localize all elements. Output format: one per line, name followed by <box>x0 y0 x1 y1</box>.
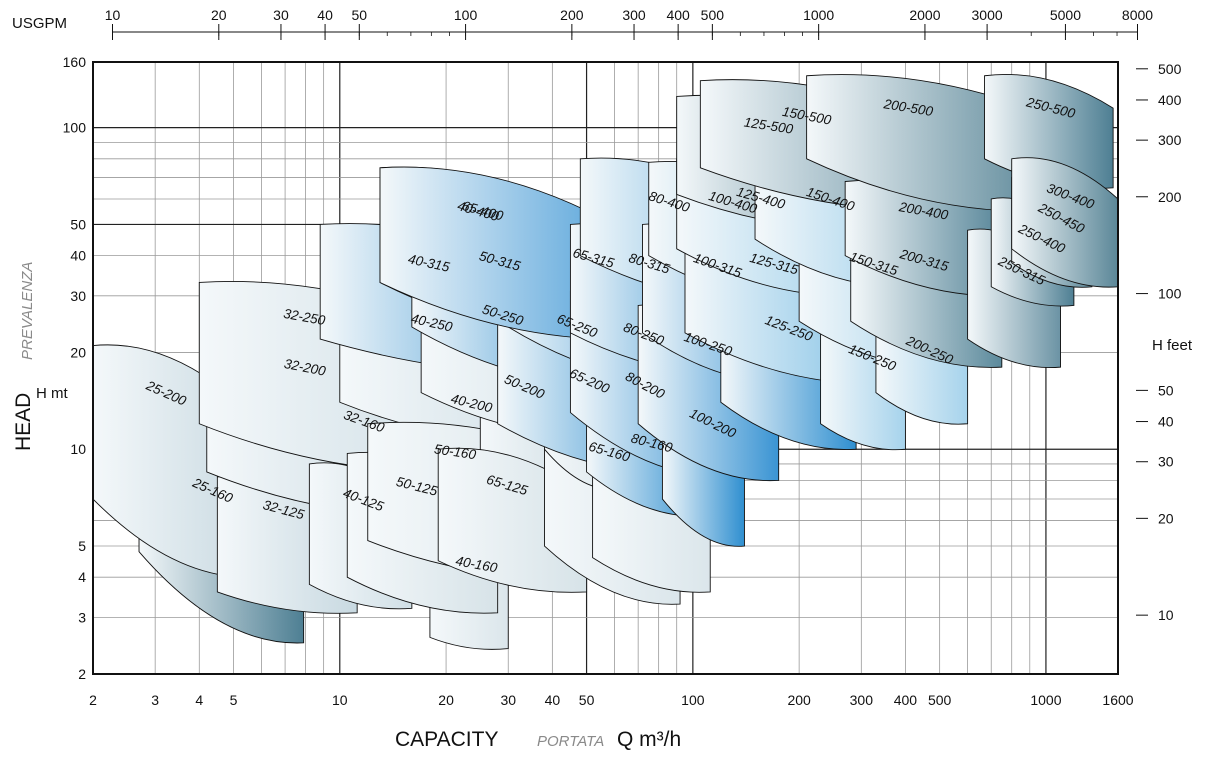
x2-tick-label: 400 <box>666 7 690 23</box>
x2-tick-label: 1000 <box>803 7 834 23</box>
axes: 2 3 4 5 10 20 30 40 50 100 200 300 400 500 1000 1600 2 3 4… <box>63 7 1182 708</box>
y2-tick-label: 300 <box>1158 132 1182 148</box>
x2-tick-label: 100 <box>454 7 478 23</box>
x2-tick-label: 5000 <box>1050 7 1081 23</box>
y2-tick-label: 20 <box>1158 510 1174 526</box>
y-tick-label: 20 <box>70 344 86 360</box>
x-tick-label: 2 <box>89 692 97 708</box>
y-tick-label: 50 <box>70 216 86 232</box>
x2-tick-label: 10 <box>105 7 121 23</box>
x2-tick-label: 3000 <box>972 7 1003 23</box>
y-tick-label: 10 <box>70 441 86 457</box>
x-tick-label: 100 <box>681 692 705 708</box>
y-axis-label-italic: PREVALENZA <box>19 262 36 360</box>
y-tick-label: 5 <box>78 538 86 554</box>
y-tick-label: 160 <box>63 54 87 70</box>
y-axis-unit-label: H mt <box>36 385 68 402</box>
pump-label-40-160: 40-160 <box>454 553 499 575</box>
y2-tick-label: 30 <box>1158 454 1174 470</box>
x2-axis-label: USGPM <box>12 15 67 32</box>
x-tick-label: 200 <box>787 692 811 708</box>
x2-tick-label: 2000 <box>909 7 940 23</box>
y2-tick-label: 200 <box>1158 189 1182 205</box>
x2-tick-label: 40 <box>317 7 333 23</box>
y-tick-label: 40 <box>70 248 86 264</box>
y2-axis-label: H feet <box>1152 337 1193 354</box>
x2-tick-label: 50 <box>351 7 367 23</box>
pump-label-32-250: 32-250 <box>282 306 327 328</box>
y2-tick-label: 400 <box>1158 92 1182 108</box>
x-axis-unit-label: Q m³/h <box>617 728 681 751</box>
y-axis-label: HEAD <box>12 393 35 451</box>
x-tick-label: 3 <box>151 692 159 708</box>
y2-tick-label: 100 <box>1158 286 1182 302</box>
x-tick-label: 40 <box>545 692 561 708</box>
y2-tick-label: 40 <box>1158 414 1174 430</box>
y-tick-label: 3 <box>78 609 86 625</box>
y2-tick-label: 10 <box>1158 607 1174 623</box>
x-tick-label: 400 <box>894 692 918 708</box>
x-tick-label: 1600 <box>1102 692 1133 708</box>
pump-label-50-160: 50-160 <box>433 441 477 462</box>
x-tick-label: 1000 <box>1030 692 1061 708</box>
x-axis-label: CAPACITY <box>395 728 498 751</box>
y2-tick-label: 500 <box>1158 61 1182 77</box>
x2-tick-label: 300 <box>622 7 646 23</box>
x2-tick-label: 20 <box>211 7 227 23</box>
y-tick-label: 4 <box>78 569 86 585</box>
x-tick-label: 4 <box>195 692 203 708</box>
x-tick-label: 500 <box>928 692 952 708</box>
plot-frame <box>92 61 1119 675</box>
x-axis-label-italic: PORTATA <box>537 733 604 750</box>
y-tick-label: 100 <box>63 120 87 136</box>
x2-tick-label: 500 <box>701 7 725 23</box>
pump-label-125-500: 125-500 <box>743 115 795 137</box>
y2-tick-label: 50 <box>1158 382 1174 398</box>
x2-tick-label: 200 <box>560 7 584 23</box>
x2-tick-label: 30 <box>273 7 289 23</box>
y-tick-label: 2 <box>78 666 86 682</box>
y-tick-label: 30 <box>70 288 86 304</box>
x-tick-label: 5 <box>230 692 238 708</box>
x-tick-label: 300 <box>850 692 874 708</box>
x-tick-label: 20 <box>438 692 454 708</box>
x-tick-label: 30 <box>500 692 516 708</box>
x-tick-label: 50 <box>579 692 595 708</box>
x-tick-label: 10 <box>332 692 348 708</box>
x2-tick-label: 8000 <box>1122 7 1153 23</box>
pump-areas <box>92 73 1119 650</box>
